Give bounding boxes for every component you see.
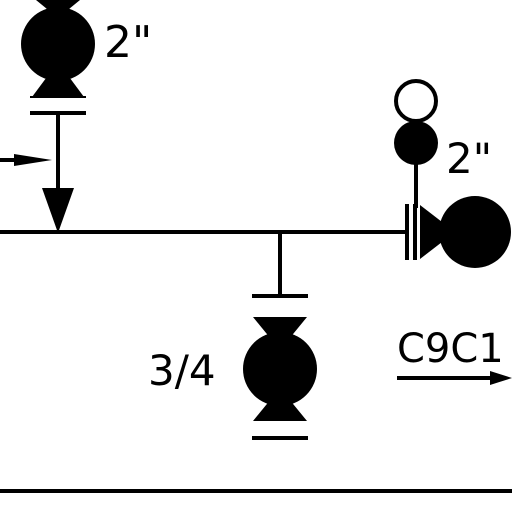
bottom-valve-size-label: 3/4 [148, 346, 216, 395]
right-valve-size-label: 2" [446, 134, 492, 183]
top-valve-icon [21, 0, 95, 98]
bottom-valve-icon [243, 317, 317, 421]
main-header-pipe [0, 230, 406, 234]
instrument-bulb-icon [394, 121, 438, 165]
bottom-branch-pipe [278, 232, 282, 296]
right-blind-flange-icon [405, 204, 417, 260]
down-flow-arrow-icon [42, 188, 74, 233]
left-inlet-arrow-icon [0, 154, 52, 166]
outlet-flow-arrow-icon [397, 371, 512, 385]
instrument-stem [414, 160, 418, 208]
top-valve-size-label: 2" [104, 17, 152, 68]
bottom-flange-bottom-line [252, 436, 308, 440]
right-valve-icon [420, 196, 511, 268]
bottom-boundary-line [0, 489, 512, 493]
instrument-bubble-icon [394, 79, 438, 123]
line-tag-label: C9C1 [397, 326, 504, 372]
bottom-flange-top-line [252, 294, 308, 298]
top-branch-pipe [56, 113, 60, 193]
